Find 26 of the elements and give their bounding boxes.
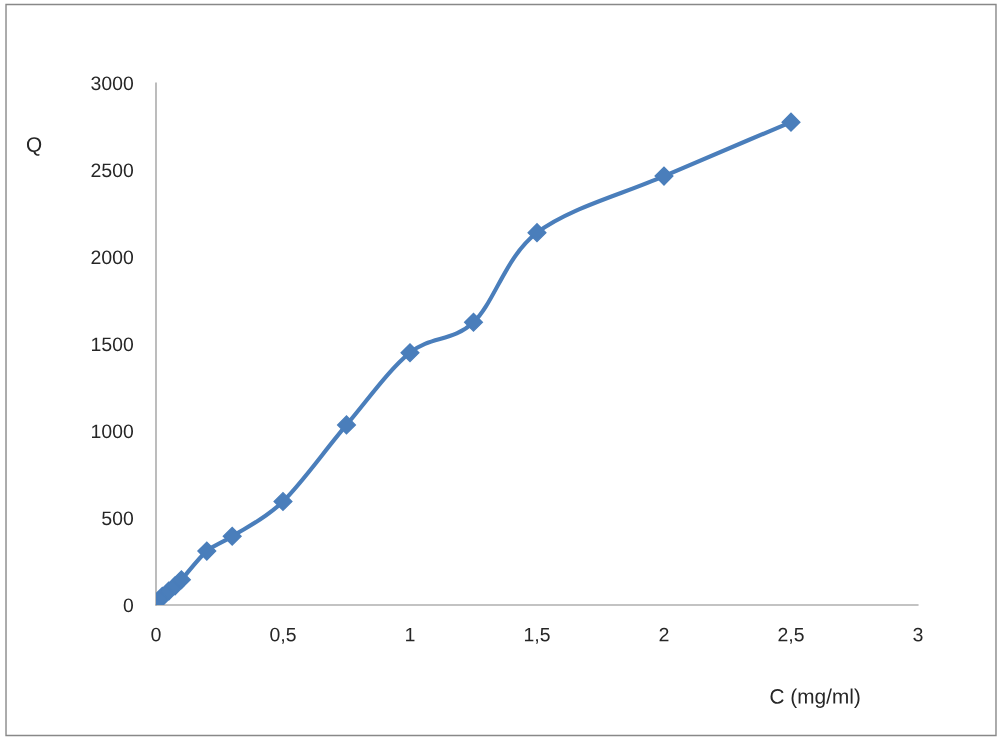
x-axis-title: C (mg/ml) <box>770 688 860 708</box>
x-tick-label: 2,5 <box>778 627 804 644</box>
y-tick-label: 0 <box>123 598 134 613</box>
y-tick-label: 3000 <box>91 76 134 91</box>
point <box>222 526 242 546</box>
x-tick-label: 3 <box>913 627 923 642</box>
x-tick-label: 1,5 <box>524 627 550 644</box>
y-tick-label: 1000 <box>92 424 134 439</box>
y-tick-label: 2500 <box>91 163 134 178</box>
point <box>463 312 484 332</box>
point <box>171 570 191 590</box>
x-tick-label: 2 <box>659 627 669 642</box>
point <box>197 541 217 561</box>
y-tick-label: 2000 <box>91 250 134 265</box>
point <box>273 491 293 512</box>
point <box>400 343 420 363</box>
x-tick-label: 1 <box>406 627 415 642</box>
x-tick-label: 0 <box>151 627 161 642</box>
y-axis-title: Q <box>26 137 42 156</box>
point <box>527 223 547 243</box>
y-tick-label: 1500 <box>92 337 134 352</box>
y-tick-label: 500 <box>102 511 134 526</box>
point <box>781 112 801 132</box>
x-tick-label: 0,5 <box>270 627 296 644</box>
point <box>654 166 674 186</box>
point <box>336 415 357 435</box>
